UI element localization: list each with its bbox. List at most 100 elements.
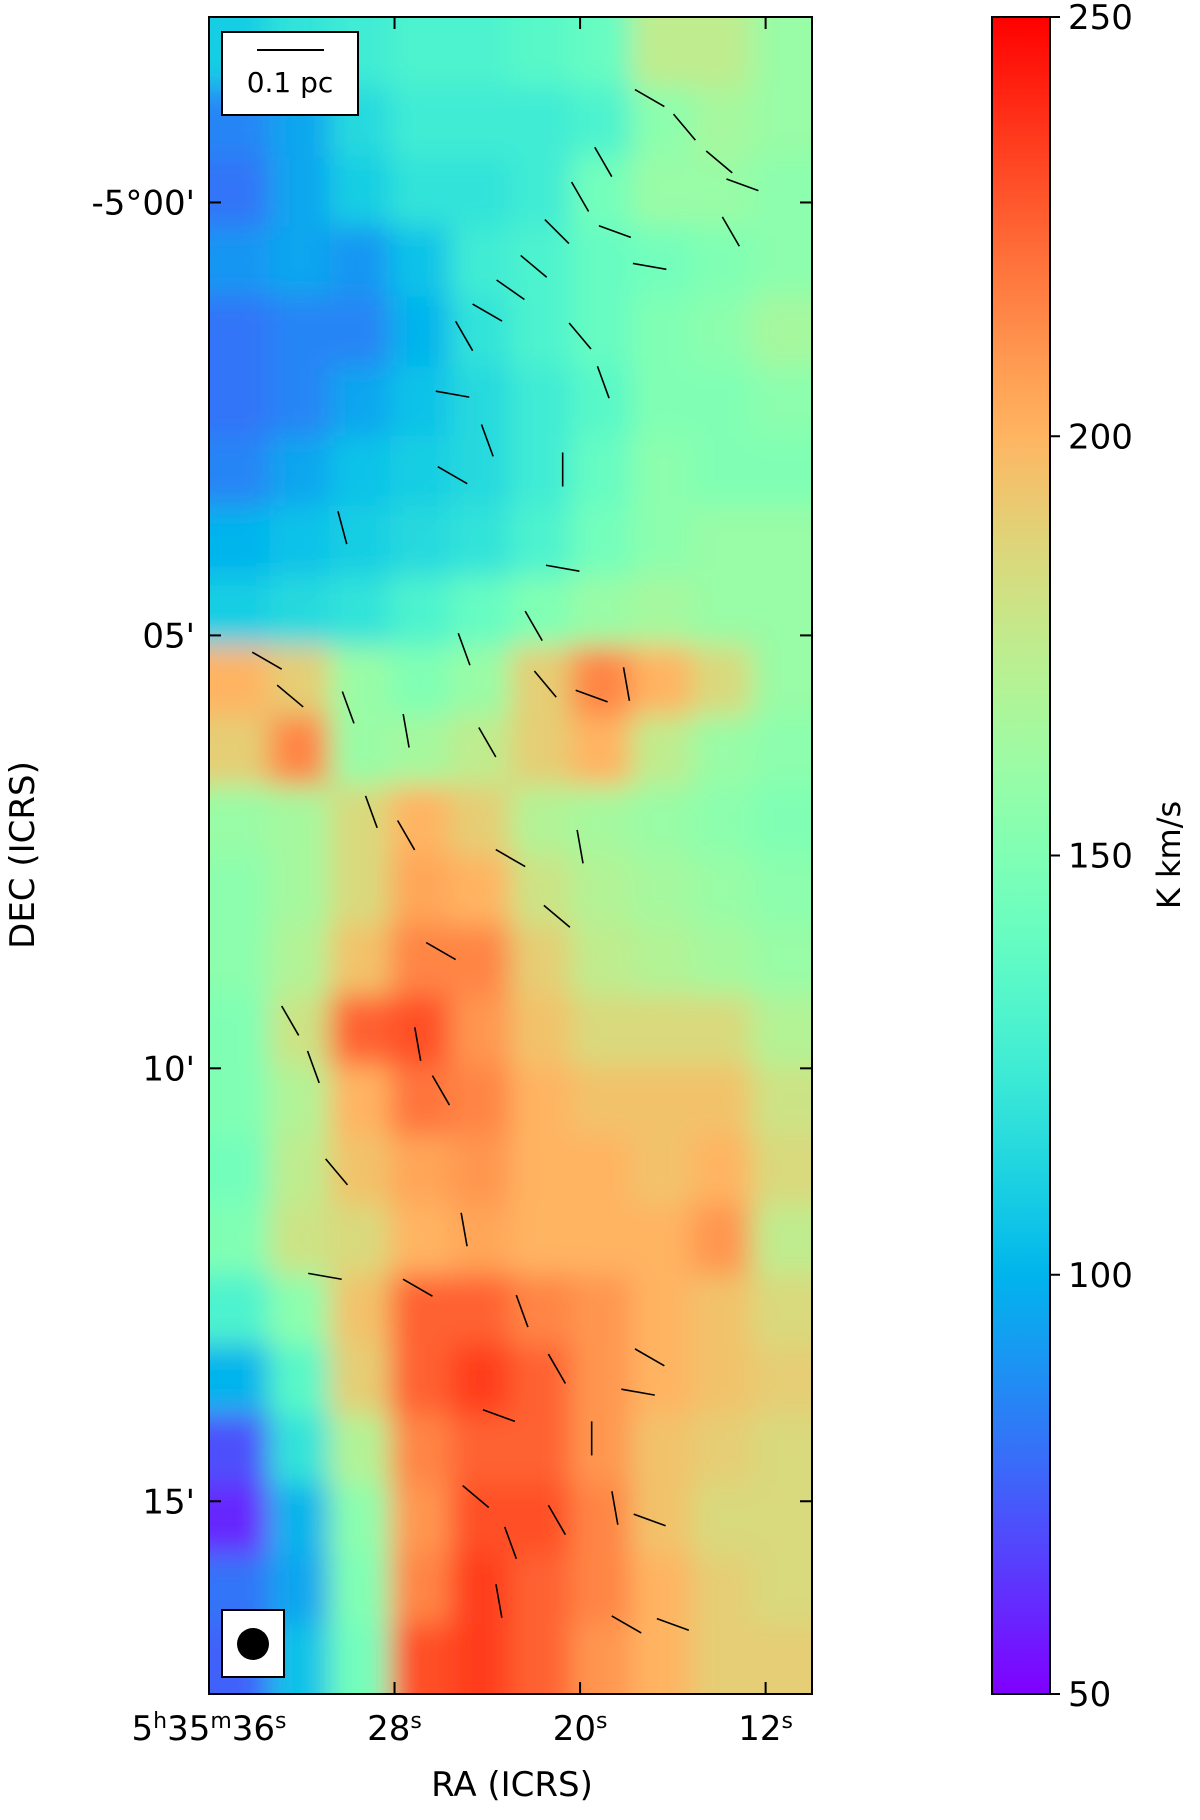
heatmap-cell (329, 1204, 391, 1276)
heatmap-cell (389, 1624, 451, 1694)
polarization-vector (308, 1272, 342, 1281)
heatmap-cell (450, 1414, 511, 1485)
heatmap-cell (691, 1065, 753, 1136)
heatmap-cell (691, 436, 753, 507)
heatmap-cell (510, 1204, 572, 1276)
heatmap-cell (389, 1554, 451, 1625)
heatmap-cell (570, 925, 632, 996)
heatmap-cell (691, 226, 753, 297)
heatmap-cell (691, 296, 753, 367)
heatmap-cell (389, 506, 451, 577)
heatmap-cell (269, 436, 331, 507)
polarization-vector (364, 795, 378, 829)
heatmap-cell (329, 995, 391, 1066)
polarization-vector (596, 365, 610, 399)
heatmap-cell (269, 576, 331, 647)
heatmap-cell (269, 715, 331, 787)
heatmap-cell (570, 855, 632, 926)
heatmap-cell (510, 1414, 572, 1485)
heatmap-cell (751, 1065, 812, 1136)
polarization-vector (437, 466, 468, 485)
heatmap-cell (389, 1065, 451, 1136)
heatmap-cell (389, 436, 451, 507)
heatmap-cell (269, 366, 331, 437)
heatmap-cell (389, 576, 451, 647)
heatmap-cell (450, 715, 511, 787)
heatmap-cell (691, 1135, 753, 1206)
heatmap-cell (269, 1484, 331, 1555)
heatmap-cell (209, 785, 270, 856)
heatmap-cell (751, 925, 812, 996)
scalebar-label: 0.1 pc (247, 66, 334, 99)
heatmap-cell (631, 86, 692, 158)
heatmap-cell (450, 855, 511, 926)
heatmap-cell (751, 506, 812, 577)
heatmap-cell (510, 1554, 572, 1625)
polarization-vector (656, 1617, 690, 1631)
heatmap-cell (389, 1414, 451, 1485)
heatmap-cell (751, 995, 812, 1066)
heatmap-cell (329, 1344, 391, 1415)
y-axis-label: DEC (ICRS) (3, 761, 43, 949)
polarization-vector (435, 390, 470, 398)
heatmap-cell (269, 1344, 331, 1415)
polarization-vector (726, 178, 759, 192)
y-tick-label: -5°00' (91, 183, 195, 223)
heatmap-cell (751, 1484, 812, 1555)
heatmap-cell (751, 296, 812, 367)
polarization-vector (515, 1294, 529, 1328)
heatmap-cell (751, 1554, 812, 1625)
heatmap-cell (631, 855, 692, 926)
polarization-vector (544, 218, 570, 245)
heatmap-cell (631, 366, 692, 437)
polarization-vector (396, 820, 416, 851)
heatmap-cell (269, 1135, 331, 1206)
heatmap-cell (691, 925, 753, 996)
heatmap-cell (631, 715, 692, 787)
heatmap-cell (751, 1624, 812, 1694)
heatmap-cell (209, 1065, 270, 1136)
heatmap-cell (329, 296, 391, 367)
heatmap-cell (450, 1484, 511, 1555)
heatmap-cell (329, 226, 391, 297)
polarization-vector (495, 848, 526, 868)
heatmap-cell (631, 226, 692, 297)
heatmap-cell (751, 1135, 812, 1206)
heatmap-cell (631, 506, 692, 577)
polarization-vector (543, 904, 571, 928)
heatmap-cell (510, 296, 572, 367)
heatmap-cell (450, 1274, 511, 1346)
polarization-vector (611, 1491, 619, 1525)
heatmap-cell (631, 436, 692, 507)
polarization-vector (472, 303, 503, 322)
heatmap-cell (751, 715, 812, 787)
heatmap-cell (691, 86, 753, 158)
heatmap-cell (691, 645, 753, 717)
heatmap-cell (570, 576, 632, 647)
heatmap-cell (570, 436, 632, 507)
heatmap-cell (329, 436, 391, 507)
heatmap-cell (751, 1414, 812, 1485)
heatmap-cell (510, 1344, 572, 1415)
heatmap-cell (691, 576, 753, 647)
heatmap-cell (329, 785, 391, 856)
heatmap-cell (389, 1484, 451, 1555)
scalebar: 0.1 pc (221, 31, 359, 116)
heatmap-cell (631, 1135, 692, 1206)
heatmap-cell (570, 785, 632, 856)
heatmap-cell (631, 1065, 692, 1136)
heatmap-cell (691, 1204, 753, 1276)
heatmap-cell (209, 1484, 270, 1555)
heatmap-cell (570, 1274, 632, 1346)
heatmap-cell (691, 506, 753, 577)
heatmap-cell (751, 366, 812, 437)
heatmap-cell (751, 226, 812, 297)
heatmap-cell (329, 645, 391, 717)
heatmap-cell (389, 925, 451, 996)
polarization-vector (524, 610, 543, 641)
heatmap-cell (751, 785, 812, 856)
heatmap-cell (510, 855, 572, 926)
heatmap-cell (389, 17, 451, 88)
heatmap-cell (691, 995, 753, 1066)
